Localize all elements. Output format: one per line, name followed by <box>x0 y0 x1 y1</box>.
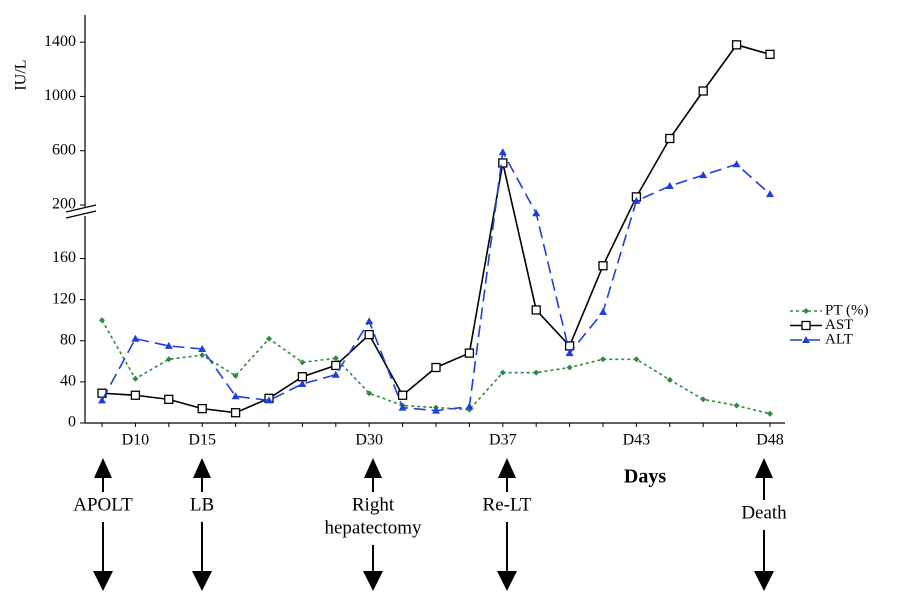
y-tick-label: 160 <box>52 249 76 266</box>
data-point <box>298 379 307 387</box>
data-point <box>498 148 507 156</box>
data-point <box>130 390 141 400</box>
event-label: Re-LT <box>483 494 532 515</box>
x-tick-label: D15 <box>188 432 216 449</box>
data-point <box>266 335 272 342</box>
x-tick-label: D10 <box>122 432 150 449</box>
x-tick-label: D48 <box>756 432 784 449</box>
y-tick-label: 80 <box>60 331 76 348</box>
axis-break <box>65 210 97 219</box>
data-point <box>397 390 408 400</box>
event-label: Right <box>352 494 395 515</box>
data-point <box>499 369 506 376</box>
data-point <box>566 364 573 371</box>
event-arrow-up <box>94 458 112 478</box>
data-point <box>765 49 775 60</box>
event-arrow-down <box>93 571 113 591</box>
data-point <box>767 410 773 417</box>
data-point <box>498 158 508 168</box>
data-point <box>633 356 640 363</box>
data-point <box>197 403 207 414</box>
data-point <box>699 171 708 179</box>
axis-break <box>65 204 97 213</box>
data-point <box>199 352 206 359</box>
data-point <box>432 406 440 414</box>
event-arrow-up <box>755 458 773 478</box>
event-arrow-up <box>364 458 382 478</box>
data-point <box>632 196 641 204</box>
data-point <box>766 190 774 198</box>
data-point <box>698 86 708 96</box>
event-label: hepatectomy <box>324 517 422 538</box>
event-arrow-down <box>192 571 212 591</box>
data-point <box>733 402 740 409</box>
y-tick-label: 1000 <box>44 87 76 104</box>
legend-marker <box>801 320 811 331</box>
data-point <box>230 408 241 418</box>
legend-label: ALT <box>825 331 853 347</box>
data-point <box>565 349 574 357</box>
data-point <box>398 403 407 411</box>
legend-marker <box>803 308 809 314</box>
data-point <box>598 261 608 271</box>
legend-label: AST <box>825 317 853 333</box>
data-point <box>297 372 308 382</box>
data-point <box>465 402 474 410</box>
data-point <box>665 133 675 144</box>
data-point <box>331 370 340 378</box>
data-point <box>731 40 742 50</box>
data-point <box>98 396 106 404</box>
x-axis-label: Days <box>624 466 666 488</box>
data-point <box>332 355 339 362</box>
data-point <box>132 375 139 382</box>
event-label: APOLT <box>73 494 133 515</box>
y-tick-label: 120 <box>52 290 76 307</box>
y-axis-label: IU/L <box>13 59 30 90</box>
data-point <box>366 390 373 397</box>
x-tick-label: D43 <box>623 432 651 449</box>
y-tick-label: 1400 <box>44 33 76 50</box>
data-point <box>531 305 541 315</box>
data-point <box>700 396 707 403</box>
event-arrow-down <box>754 571 774 591</box>
legend-label: PT (%) <box>825 302 868 318</box>
y-tick-label: 40 <box>60 373 76 390</box>
data-point <box>732 160 741 168</box>
y-tick-label: 600 <box>52 141 76 158</box>
data-point <box>665 182 674 189</box>
data-point <box>232 372 239 379</box>
x-tick-label: D37 <box>489 432 517 449</box>
data-point <box>431 362 441 373</box>
data-point <box>231 392 240 400</box>
data-point <box>299 359 306 366</box>
data-point <box>131 334 140 342</box>
y-tick-label: 200 <box>52 196 76 213</box>
data-point <box>364 329 374 340</box>
data-point <box>365 317 374 325</box>
data-point <box>600 356 606 363</box>
y-tick-label: 0 <box>68 414 76 431</box>
data-point <box>99 317 105 324</box>
data-point <box>599 308 607 315</box>
event-arrow-up <box>193 458 211 478</box>
x-tick-label: D30 <box>355 432 383 449</box>
data-point <box>164 394 174 405</box>
event-arrow-up <box>498 458 516 478</box>
event-label: Death <box>741 502 787 523</box>
data-point <box>533 369 540 376</box>
axis-break-gap <box>80 207 92 216</box>
event-label: LB <box>190 494 214 515</box>
data-point <box>331 360 341 371</box>
legend-marker <box>802 336 810 343</box>
data-point <box>464 348 475 358</box>
data-point <box>198 345 207 352</box>
data-point <box>265 396 273 404</box>
data-point <box>164 341 173 349</box>
event-arrow-down <box>363 571 383 591</box>
event-arrow-down <box>497 571 517 591</box>
data-point <box>666 376 673 383</box>
data-point <box>532 209 541 217</box>
data-point <box>165 356 172 363</box>
